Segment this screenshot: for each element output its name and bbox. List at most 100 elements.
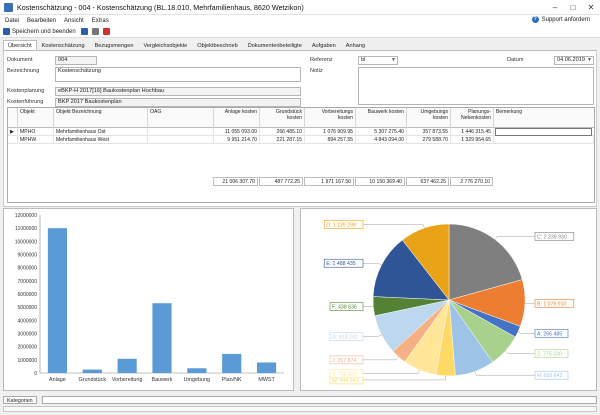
status-bar: Kategorien bbox=[0, 395, 600, 415]
cell-umgebung: 357 873.55 bbox=[407, 128, 451, 136]
tab-kostenschaetzung[interactable]: Kostenschätzung bbox=[41, 43, 85, 49]
cell-objekt: MPHO bbox=[18, 128, 54, 136]
col-umgebung[interactable]: Umgebungs kosten bbox=[407, 108, 451, 128]
close-icon[interactable]: ✕ bbox=[587, 2, 595, 12]
help-icon: ? bbox=[531, 16, 539, 23]
table-header: Objekt Objekt Bezeichnung OAG Anlage kos… bbox=[8, 108, 594, 128]
kostenfuehrung-label: Kostenführung bbox=[7, 99, 44, 105]
menu-bearbeiten[interactable]: Bearbeiten bbox=[27, 17, 57, 24]
pie-label-box bbox=[323, 220, 364, 229]
pie-label: D: 1 139 299 bbox=[326, 222, 356, 228]
cell-vorbereitung: 894 257.55 bbox=[305, 136, 356, 144]
bar-vorbereitung[interactable] bbox=[117, 358, 137, 373]
overview-panel: Dokument 004 Bezeichnung Kostenschätzung… bbox=[3, 51, 597, 207]
kostenplanung-field[interactable]: eBKP-H 2017[16] Baukostenplan Hochbau bbox=[55, 87, 301, 96]
pie-label: H: 910 642 bbox=[537, 373, 562, 379]
pie-leader bbox=[505, 350, 509, 354]
tab-uebersicht[interactable]: Übersicht bbox=[3, 40, 37, 50]
referenz-value: bl bbox=[361, 57, 366, 63]
dokument-field[interactable]: 004 bbox=[55, 56, 97, 65]
kostenfuehrung-field[interactable]: BKP 2017 Baukostenplan bbox=[55, 98, 301, 107]
bar-bauwerk[interactable] bbox=[152, 303, 172, 373]
bar-umgebung[interactable] bbox=[187, 368, 207, 373]
x-tick-label: Grundstück bbox=[78, 377, 106, 383]
menu-ansicht[interactable]: Ansicht bbox=[64, 17, 84, 24]
status-strip bbox=[3, 406, 597, 412]
tab-vergleichsobjekte[interactable]: Vergleichsobjekte bbox=[143, 43, 188, 49]
chevron-down-icon: ▼ bbox=[391, 57, 396, 63]
x-tick-label: Umgebung bbox=[184, 377, 210, 383]
total-vorbereitung: 1 971 167.50 bbox=[304, 177, 354, 186]
pie-label: W: 446 243 bbox=[332, 378, 359, 384]
dokument-label: Dokument bbox=[7, 57, 33, 63]
x-tick-label: MWST bbox=[258, 377, 275, 383]
bar-mwst[interactable] bbox=[256, 362, 277, 373]
app-icon bbox=[4, 2, 13, 12]
save-close-button[interactable]: Speichern und beenden bbox=[3, 28, 76, 35]
pie-label-box bbox=[329, 369, 364, 379]
x-tick-label: Anlage bbox=[49, 377, 66, 383]
menu-datei[interactable]: Datei bbox=[5, 17, 20, 24]
col-bezeichnung[interactable]: Objekt Bezeichnung bbox=[54, 108, 148, 128]
col-grundstueck[interactable]: Grundstück kosten bbox=[260, 108, 305, 128]
cell-grundstueck: 221 287.15 bbox=[260, 136, 305, 144]
datum-field[interactable]: 04.06.2019 ▼ bbox=[554, 56, 594, 65]
bar-anlage[interactable] bbox=[47, 228, 68, 373]
col-objekt[interactable]: Objekt bbox=[18, 108, 54, 128]
cell-bezeichnung: Mehrfamilienhaus West bbox=[54, 136, 148, 144]
pie-label: G: 918 242 bbox=[332, 335, 358, 341]
pie-label-box bbox=[534, 349, 569, 358]
bezeichnung-field[interactable]: Kostenschätzung bbox=[55, 67, 301, 82]
pie-chart: C: 2 239 930 B: 1 076 910 A: 266 485 Z: 775… bbox=[323, 220, 575, 385]
pie-label-box bbox=[329, 355, 364, 365]
col-oag[interactable]: OAG bbox=[148, 108, 214, 128]
bar-grundstck[interactable] bbox=[82, 369, 102, 373]
maximize-icon[interactable]: □ bbox=[570, 2, 576, 12]
pie-leader bbox=[517, 331, 522, 334]
pdf-icon[interactable] bbox=[102, 28, 110, 35]
print-icon[interactable] bbox=[91, 28, 99, 35]
cell-bemerkung[interactable] bbox=[494, 136, 594, 144]
bar-chart: 0 1000000 2000000 3000000 4000000 5000000 6000… bbox=[15, 213, 284, 383]
menu-extras[interactable]: Extras bbox=[91, 17, 109, 24]
y-tick-label: 3000000 bbox=[18, 332, 38, 338]
cell-umgebung: 279 588.70 bbox=[407, 136, 451, 144]
y-tick-label: 0 bbox=[34, 371, 37, 377]
table-row[interactable]: ▶ MPHO Mehrfamilienhaus Ost 11 055 093.0… bbox=[8, 128, 594, 136]
y-tick-label: 12000000 bbox=[15, 213, 37, 219]
cell-planung: 1 446 315.45 bbox=[451, 128, 494, 136]
col-vorbereitung[interactable]: Vorbereitungs kosten bbox=[305, 108, 356, 128]
cell-planung: 1 329 954.65 bbox=[451, 136, 494, 144]
col-bauwerk[interactable]: Bauwerk kosten bbox=[356, 108, 407, 128]
cell-bauwerk: 4 843 094.00 bbox=[356, 136, 407, 144]
cost-table: Objekt Objekt Bezeichnung OAG Anlage kos… bbox=[7, 107, 595, 203]
bar-plannk[interactable] bbox=[222, 353, 242, 373]
tab-bezugsmengen[interactable]: Bezugsmengen bbox=[94, 43, 134, 49]
table-row[interactable]: MPHW Mehrfamilienhaus West 9 951 214.70 … bbox=[8, 136, 594, 144]
tab-objektbeschrieb[interactable]: Objektbeschrieb bbox=[197, 43, 238, 49]
col-bemerkung[interactable]: Bemerkung bbox=[496, 109, 523, 115]
kategorien-button[interactable]: Kategorien bbox=[3, 396, 37, 404]
cell-bemerkung-edit[interactable] bbox=[495, 128, 592, 136]
pie-chart-panel: C: 2 239 930 B: 1 076 910 A: 266 485 Z: 775… bbox=[300, 208, 597, 391]
save-icon[interactable] bbox=[80, 28, 88, 35]
tab-aufgaben[interactable]: Aufgaben bbox=[311, 43, 336, 49]
pie-label: C: 2 239 930 bbox=[537, 234, 567, 240]
notiz-textarea[interactable] bbox=[358, 67, 594, 105]
pie-label-box bbox=[534, 232, 575, 241]
tab-anhang[interactable]: Anhang bbox=[345, 43, 366, 49]
pie-label-box bbox=[534, 329, 569, 338]
bar-chart-panel: 0 1000000 2000000 3000000 4000000 5000000 6000… bbox=[3, 208, 294, 391]
col-planung[interactable]: Planungs- Nebenkosten bbox=[451, 108, 494, 128]
referenz-select[interactable]: bl ▼ bbox=[358, 56, 398, 65]
pie-slice[interactable] bbox=[401, 223, 450, 301]
minimize-icon[interactable]: – bbox=[552, 2, 558, 12]
tab-dokumentenbeteiligte[interactable]: Dokumentenbeteiligte bbox=[247, 43, 302, 49]
tab-strip: Übersicht Kostenschätzung Bezugsmengen V… bbox=[3, 40, 597, 51]
col-anlage[interactable]: Anlage kosten bbox=[214, 108, 260, 128]
pie-leader bbox=[417, 369, 420, 374]
support-button[interactable]: ? Support anfordern bbox=[531, 16, 590, 23]
pie-slice[interactable] bbox=[372, 239, 450, 301]
row-selector-icon: ▶ bbox=[8, 128, 18, 136]
pie-label: F: 438 636 bbox=[332, 305, 357, 311]
